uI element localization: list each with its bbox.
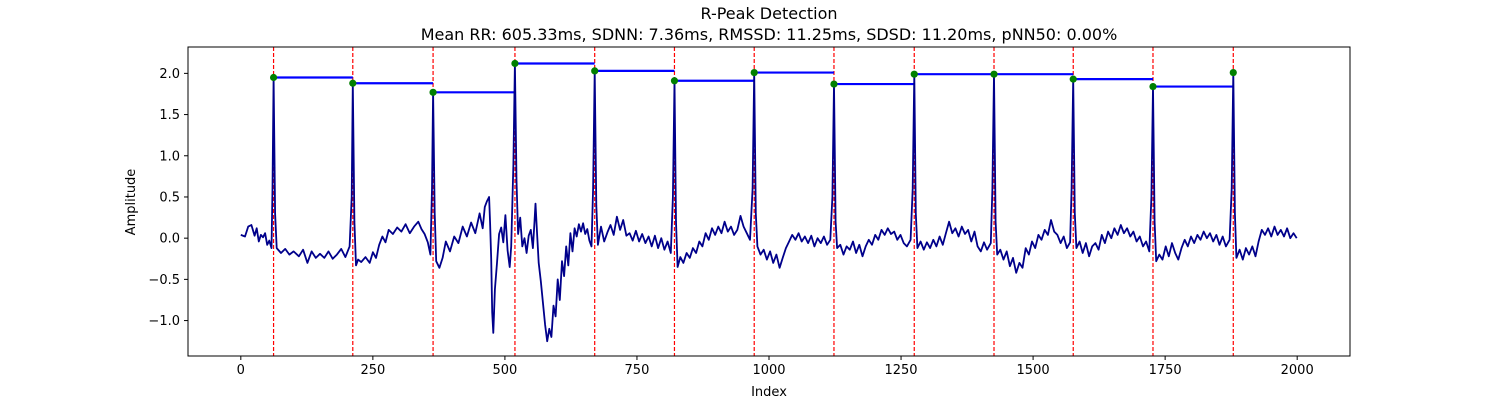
y-tick-label: 2.0 bbox=[159, 67, 180, 82]
r-peak-marker bbox=[990, 70, 998, 78]
x-tick-label: 1500 bbox=[1017, 363, 1050, 378]
x-axis-label: Index bbox=[751, 385, 787, 400]
x-tick-label: 750 bbox=[625, 363, 650, 378]
y-tick-label: −0.5 bbox=[148, 273, 180, 288]
r-peak-marker bbox=[1069, 75, 1077, 83]
x-tick-label: 1750 bbox=[1149, 363, 1182, 378]
chart-title: R-Peak Detection bbox=[700, 4, 837, 23]
chart-subtitle: Mean RR: 605.33ms, SDNN: 7.36ms, RMSSD: … bbox=[421, 25, 1118, 44]
x-tick-label: 250 bbox=[360, 363, 385, 378]
r-peak-marker bbox=[591, 67, 599, 75]
y-tick-label: 0.5 bbox=[159, 190, 180, 205]
x-axis-ticks: 0 250 500 750 1000 1250 1500 1750 2000 bbox=[237, 356, 1314, 378]
plot-frame bbox=[187, 46, 1351, 357]
y-axis-label: Amplitude bbox=[124, 169, 139, 236]
y-tick-label: 1.5 bbox=[159, 108, 180, 123]
r-peak-marker bbox=[269, 73, 278, 82]
y-tick-label: 1.0 bbox=[159, 149, 180, 164]
ecg-signal-line bbox=[240, 62, 1298, 343]
x-tick-label: 1250 bbox=[884, 363, 917, 378]
y-tick-label: 0.0 bbox=[159, 232, 180, 247]
x-tick-label: 500 bbox=[492, 363, 517, 378]
r-peak-marker bbox=[511, 59, 519, 68]
x-tick-label: 0 bbox=[237, 363, 245, 378]
rr-interval-segments bbox=[273, 62, 1234, 94]
r-peak-marker bbox=[1149, 82, 1157, 91]
r-peak-marker bbox=[750, 68, 758, 77]
r-peak-marker bbox=[349, 79, 357, 87]
x-tick-label: 2000 bbox=[1281, 363, 1314, 378]
r-peak-marker bbox=[910, 70, 918, 78]
y-axis-ticks: −1.0 −0.5 0.0 0.5 1.0 1.5 2.0 bbox=[148, 67, 188, 329]
y-tick-label: −1.0 bbox=[148, 314, 180, 329]
r-peak-marker bbox=[670, 77, 679, 85]
r-peak-markers bbox=[269, 59, 1237, 96]
r-peak-marker bbox=[429, 88, 437, 96]
x-tick-label: 1000 bbox=[752, 363, 785, 378]
r-peak-marker bbox=[830, 80, 838, 88]
r-peak-marker bbox=[1229, 68, 1237, 77]
